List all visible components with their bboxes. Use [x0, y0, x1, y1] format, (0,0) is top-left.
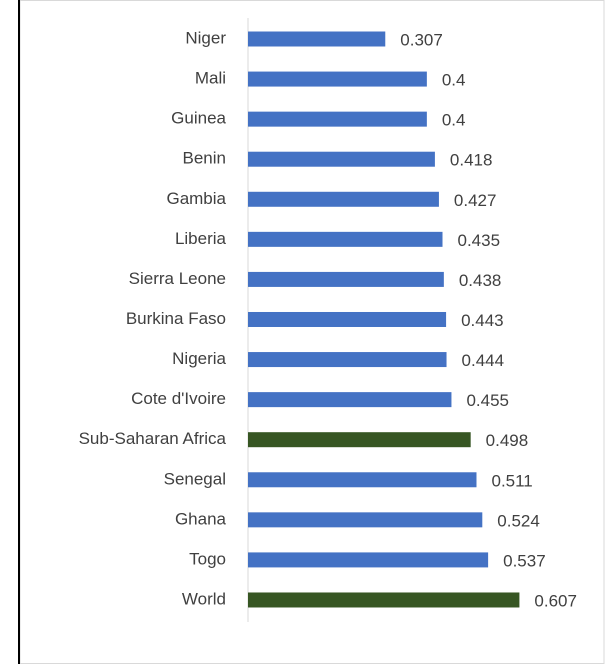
value-label: 0.511	[491, 471, 532, 490]
y-tick-label: Niger	[185, 28, 226, 47]
y-tick-label: Ghana	[175, 509, 227, 528]
bar	[248, 191, 439, 207]
bar	[248, 512, 483, 528]
y-tick-label: Senegal	[164, 469, 226, 488]
bar	[248, 352, 447, 368]
bar	[248, 111, 427, 127]
bar	[248, 31, 386, 47]
bar	[248, 151, 435, 167]
y-tick-label: Benin	[183, 149, 226, 168]
bar	[248, 432, 471, 448]
y-tick-label: Togo	[189, 549, 226, 568]
value-label: 0.427	[454, 191, 497, 210]
bar	[248, 392, 452, 408]
value-label: 0.4	[442, 111, 466, 130]
bar	[248, 552, 489, 568]
y-tick-label: Gambia	[166, 189, 226, 208]
y-tick-label: Sierra Leone	[129, 269, 226, 288]
bar	[248, 271, 444, 287]
y-tick-label: Sub-Saharan Africa	[79, 429, 227, 448]
bar	[248, 311, 447, 327]
value-label: 0.307	[400, 30, 443, 49]
value-label: 0.607	[534, 591, 577, 610]
bar	[248, 592, 520, 608]
y-tick-label: Guinea	[171, 109, 226, 128]
y-tick-label: Liberia	[175, 229, 227, 248]
bar	[248, 472, 477, 488]
value-label: 0.455	[466, 391, 509, 410]
y-tick-label: Mali	[195, 69, 226, 88]
value-label: 0.418	[450, 151, 493, 170]
value-label: 0.4	[442, 71, 466, 90]
value-label: 0.537	[503, 551, 546, 570]
y-tick-label: World	[182, 589, 226, 608]
bar	[248, 231, 443, 247]
y-tick-label: Burkina Faso	[126, 309, 226, 328]
value-label: 0.435	[458, 231, 501, 250]
value-label: 0.444	[462, 351, 505, 370]
y-tick-label: Nigeria	[172, 349, 226, 368]
value-label: 0.498	[486, 431, 529, 450]
value-label: 0.524	[497, 511, 540, 530]
value-label: 0.438	[459, 271, 502, 290]
bar	[248, 71, 427, 87]
value-label: 0.443	[461, 311, 504, 330]
y-tick-label: Cote d'Ivoire	[131, 389, 226, 408]
